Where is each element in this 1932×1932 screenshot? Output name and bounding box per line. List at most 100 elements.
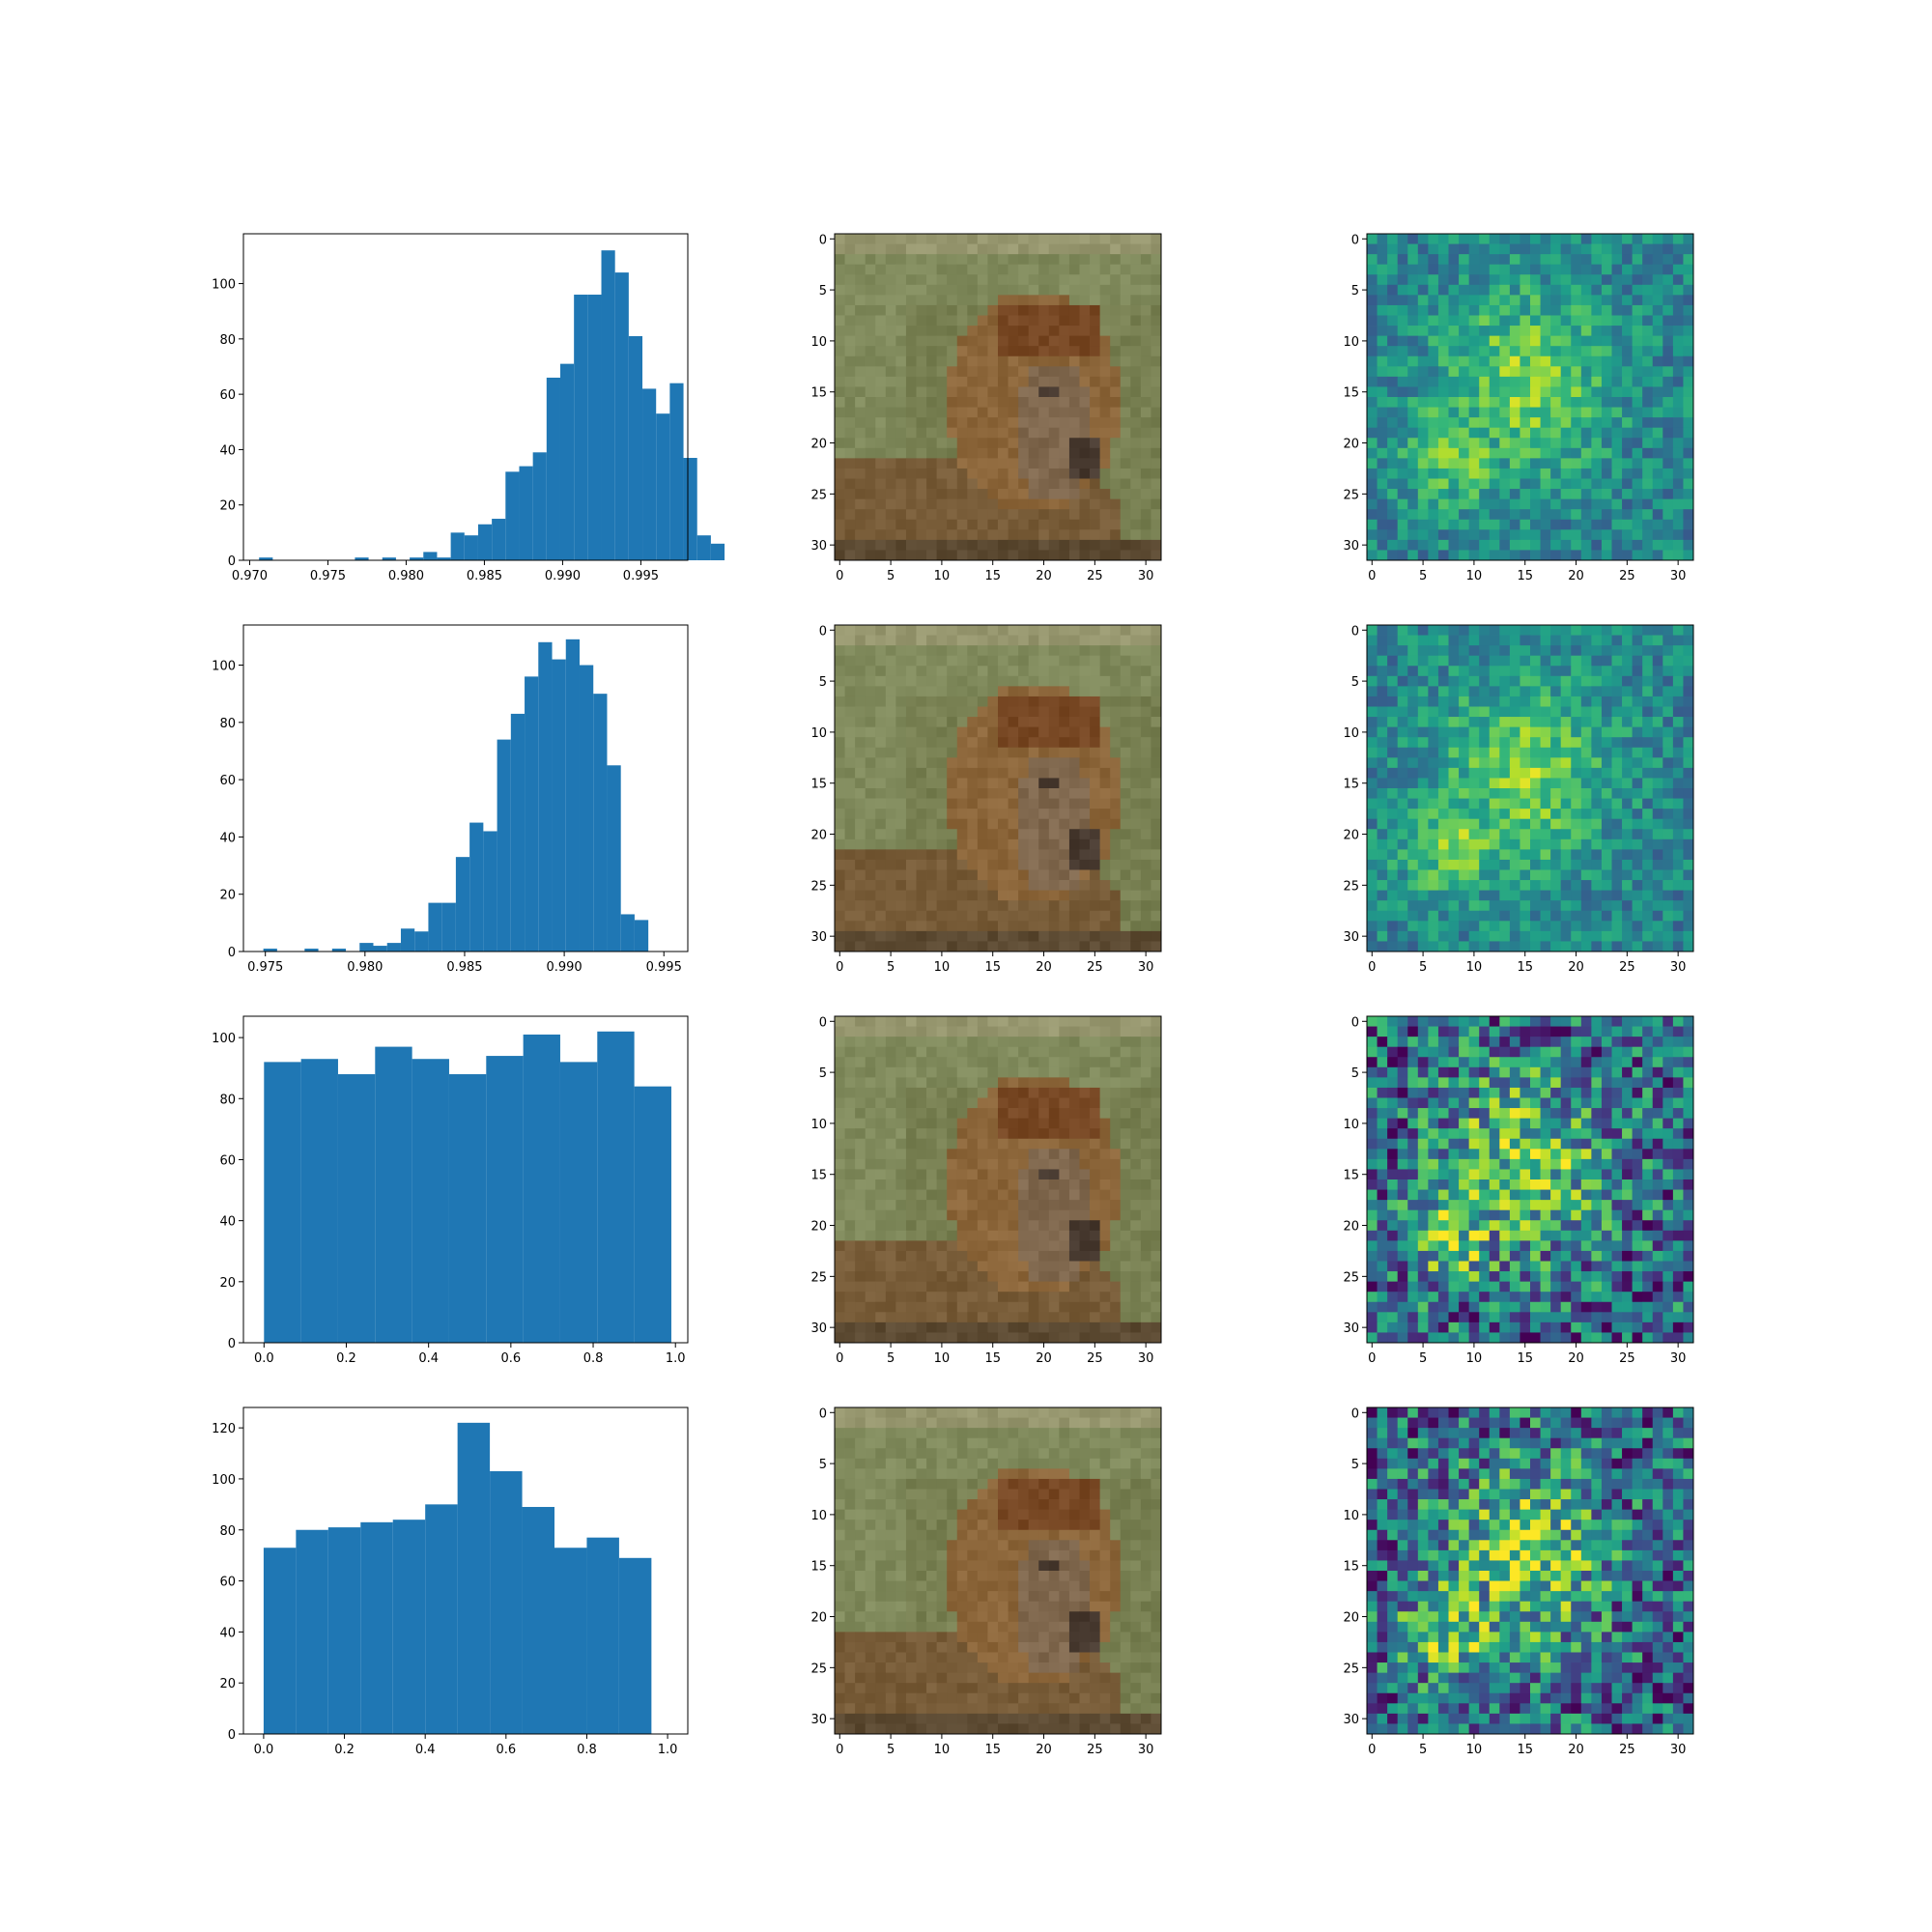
image-cell bbox=[916, 304, 927, 316]
image-cell bbox=[1407, 355, 1419, 367]
image-cell bbox=[1377, 346, 1388, 357]
image-cell bbox=[1151, 355, 1162, 367]
image-cell bbox=[1672, 346, 1684, 357]
image-cell bbox=[926, 1169, 938, 1180]
image-cell bbox=[1130, 706, 1142, 718]
image-cell bbox=[1068, 747, 1080, 758]
image-cell bbox=[936, 458, 948, 469]
image-cell bbox=[1672, 366, 1684, 378]
image-cell bbox=[1580, 666, 1592, 677]
x-tick-label: 30 bbox=[1670, 569, 1687, 583]
image-cell bbox=[1008, 1046, 1019, 1058]
image-cell bbox=[1377, 274, 1388, 286]
image-cell bbox=[885, 1128, 896, 1140]
image-cell bbox=[1151, 737, 1162, 749]
image-cell bbox=[1079, 757, 1091, 769]
image-cell bbox=[1008, 489, 1019, 500]
image-cell bbox=[1550, 407, 1562, 418]
image-cell bbox=[1068, 1158, 1080, 1170]
image-cell bbox=[967, 747, 979, 758]
image-cell bbox=[987, 468, 999, 479]
image-cell bbox=[1632, 747, 1643, 758]
image-cell bbox=[895, 417, 907, 429]
image-cell bbox=[1611, 519, 1623, 530]
image-cell bbox=[1632, 264, 1643, 275]
image-cell bbox=[1662, 304, 1674, 316]
image-cell bbox=[956, 447, 968, 459]
image-cell bbox=[1059, 366, 1070, 378]
image-cell bbox=[895, 386, 907, 398]
image-cell bbox=[967, 295, 979, 306]
image-cell bbox=[1571, 386, 1582, 398]
image-cell bbox=[1448, 458, 1460, 469]
image-cell bbox=[1059, 1169, 1070, 1180]
image-cell bbox=[977, 859, 988, 870]
image-cell bbox=[936, 376, 948, 387]
image-cell bbox=[1672, 726, 1684, 738]
image-cell bbox=[1591, 645, 1603, 657]
image-cell bbox=[1387, 625, 1399, 636]
image-cell bbox=[1489, 376, 1500, 387]
image-cell bbox=[1397, 539, 1408, 551]
image-cell bbox=[1520, 295, 1531, 306]
image-cell bbox=[1509, 529, 1520, 541]
image-cell bbox=[947, 880, 958, 892]
image-cell bbox=[1509, 655, 1520, 667]
image-cell bbox=[1509, 849, 1520, 861]
image-cell bbox=[1397, 930, 1408, 942]
image-cell bbox=[1130, 880, 1142, 892]
y-tick-label: 60 bbox=[219, 1576, 236, 1590]
image-cell bbox=[1397, 829, 1408, 840]
image-cell bbox=[1622, 809, 1634, 820]
image-cell bbox=[1571, 550, 1582, 561]
image-cell bbox=[1028, 818, 1039, 830]
image-cell bbox=[1110, 243, 1122, 255]
image-cell bbox=[1120, 930, 1131, 942]
image-cell bbox=[885, 655, 896, 667]
image-cell bbox=[1509, 686, 1520, 697]
image-cell bbox=[885, 234, 896, 244]
image-cell bbox=[1652, 818, 1663, 830]
image-cell bbox=[967, 550, 979, 561]
image-cell bbox=[998, 798, 1009, 810]
image-cell bbox=[1530, 859, 1541, 870]
image-cell bbox=[1580, 417, 1592, 429]
image-cell bbox=[987, 757, 999, 769]
image-cell bbox=[905, 838, 917, 850]
image-cell bbox=[1377, 243, 1388, 255]
image-cell bbox=[895, 346, 907, 357]
image-cell bbox=[1672, 859, 1684, 870]
image-cell bbox=[936, 809, 948, 820]
image-cell bbox=[926, 386, 938, 398]
image-cell bbox=[1468, 645, 1480, 657]
image-cell bbox=[947, 529, 958, 541]
image-cell bbox=[905, 346, 917, 357]
image-cell bbox=[1530, 550, 1541, 561]
image-cell bbox=[1018, 386, 1030, 398]
image-cell bbox=[1018, 366, 1030, 378]
image-cell bbox=[977, 809, 988, 820]
image-cell bbox=[1601, 498, 1612, 510]
image-cell bbox=[875, 696, 887, 707]
image-cell bbox=[1550, 930, 1562, 942]
x-tick-label: 5 bbox=[1419, 569, 1427, 583]
image-cell bbox=[947, 427, 958, 439]
image-cell bbox=[1652, 900, 1663, 912]
image-cell bbox=[1407, 304, 1419, 316]
image-cell bbox=[1018, 264, 1030, 275]
image-cell bbox=[998, 1169, 1009, 1180]
image-cell bbox=[1580, 447, 1592, 459]
image-cell bbox=[1068, 468, 1080, 479]
image-cell bbox=[1387, 880, 1399, 892]
image-cell bbox=[1632, 849, 1643, 861]
image-cell bbox=[1550, 941, 1562, 952]
image-cell bbox=[1530, 326, 1541, 337]
image-cell bbox=[1059, 1128, 1070, 1140]
image-cell bbox=[1059, 788, 1070, 799]
image-cell bbox=[1601, 798, 1612, 810]
image-cell bbox=[1468, 625, 1480, 636]
image-cell bbox=[1540, 838, 1551, 850]
image-cell bbox=[1130, 304, 1142, 316]
image-cell bbox=[1560, 890, 1572, 901]
image-cell bbox=[1530, 489, 1541, 500]
